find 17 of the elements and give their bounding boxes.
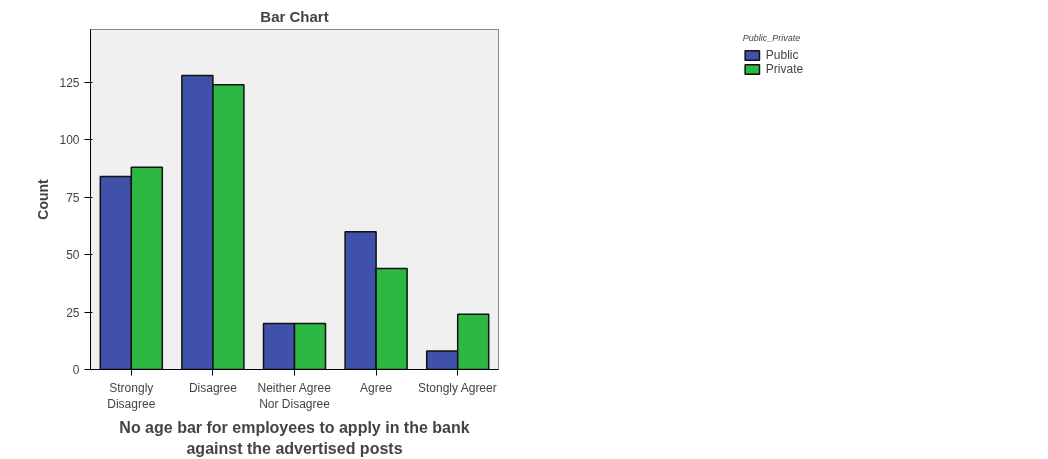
y-axis-title: Count: [35, 178, 52, 220]
x-tick-label: Neither Agree Nor Disagree: [257, 380, 332, 412]
y-tick-label: 25: [66, 305, 80, 320]
x-tick-label: Strongly Disagree: [107, 380, 156, 412]
x-tick-label: Agree: [360, 380, 393, 395]
y-tick-label: 75: [66, 190, 80, 205]
x-axis-title: No age bar for employees to apply in the bank against the advertised posts: [119, 419, 470, 457]
legend-label: Private: [765, 62, 804, 76]
y-tick-label: 50: [66, 248, 80, 263]
y-tick-label: 0: [72, 363, 80, 377]
x-tick-label: Stongly Agreer: [418, 380, 497, 395]
y-tick-label: 100: [59, 133, 80, 148]
y-tick-label: 125: [59, 75, 80, 90]
chart-title: Bar Chart: [260, 7, 329, 25]
legend-title: Public_Private: [742, 33, 802, 43]
x-tick-label: Disagree: [188, 380, 238, 395]
legend-label: Public: [765, 48, 799, 62]
